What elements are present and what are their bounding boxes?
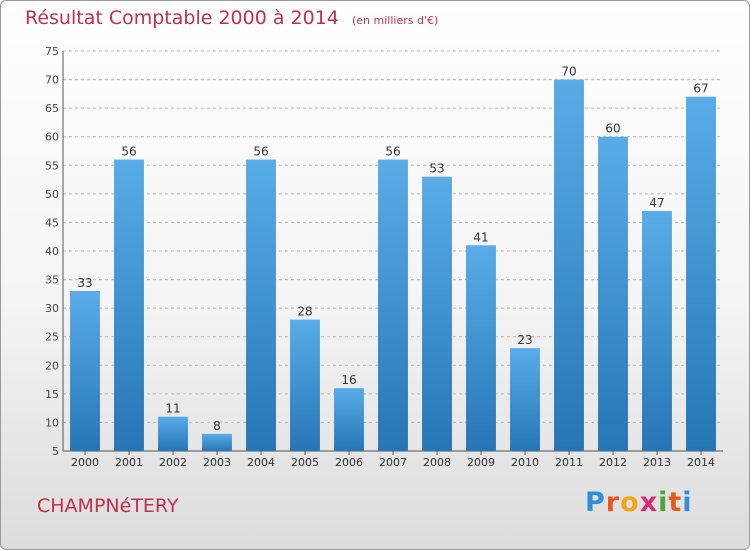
logo-letter: t [668,487,683,518]
logo-letter: P [585,487,606,518]
y-tick-label: 5 [52,445,59,458]
bar [290,319,320,451]
bar-value-label: 8 [213,419,221,433]
x-tick-label: 2007 [379,456,407,469]
y-tick-label: 30 [45,302,59,315]
x-tick-label: 2014 [687,456,715,469]
y-tick-label: 25 [45,331,59,344]
x-tick-label: 2006 [335,456,363,469]
bar-value-label: 41 [473,230,488,244]
bar [70,291,100,451]
bar-value-label: 60 [605,122,620,136]
bar-value-label: 67 [693,82,708,96]
bar-value-label: 56 [253,145,268,159]
bar [422,176,452,451]
bar-value-label: 53 [429,162,444,176]
x-tick-label: 2012 [599,456,627,469]
y-tick-label: 60 [45,131,59,144]
y-tick-label: 45 [45,216,59,229]
y-tick-label: 35 [45,274,59,287]
bar [114,159,144,452]
y-tick-label: 10 [45,416,59,429]
bar [510,348,540,451]
bar [466,245,496,451]
proxiti-logo: Proxiti [585,487,693,518]
bar [642,211,672,451]
bar [554,79,584,452]
bar-value-label: 56 [121,145,136,159]
y-tick-label: 20 [45,359,59,372]
bar [686,96,716,451]
y-tick-label: 15 [45,388,59,401]
y-tick-label: 75 [45,45,59,58]
logo-letter: o [620,487,640,518]
logo-letter: i [682,487,693,518]
bar-value-label: 56 [385,145,400,159]
title-text: Résultat Comptable 2000 à 2014 [25,7,339,29]
x-tick-label: 2009 [467,456,495,469]
bar [334,388,364,451]
y-tick-label: 40 [45,245,59,258]
bar-value-label: 70 [561,65,576,79]
x-tick-label: 2004 [247,456,275,469]
x-tick-label: 2000 [71,456,99,469]
bar [158,416,188,451]
x-tick-label: 2008 [423,456,451,469]
x-tick-label: 2002 [159,456,187,469]
bar [598,136,628,451]
y-tick-label: 65 [45,102,59,115]
y-tick-label: 55 [45,159,59,172]
logo-letter: x [639,487,659,518]
bar [378,159,408,452]
x-tick-label: 2005 [291,456,319,469]
logo-letter: r [605,487,621,518]
x-tick-label: 2013 [643,456,671,469]
bar-value-label: 28 [297,305,312,319]
bar-value-label: 11 [165,402,180,416]
bar-value-label: 16 [341,373,356,387]
x-tick-label: 2010 [511,456,539,469]
chart-title: Résultat Comptable 2000 à 2014 (en milli… [25,7,438,29]
bar-value-label: 47 [649,196,664,210]
x-tick-label: 2001 [115,456,143,469]
y-tick-label: 50 [45,188,59,201]
x-tick-label: 2003 [203,456,231,469]
x-tick-label: 2011 [555,456,583,469]
logo-letter: i [658,487,669,518]
bar [202,433,232,451]
bar [246,159,276,452]
bar-value-label: 23 [517,333,532,347]
unit-text: (en milliers d'€) [351,14,439,27]
y-tick-label: 70 [45,74,59,87]
commune-name: CHAMPNéTERY [37,495,179,517]
bar-value-label: 33 [77,276,92,290]
